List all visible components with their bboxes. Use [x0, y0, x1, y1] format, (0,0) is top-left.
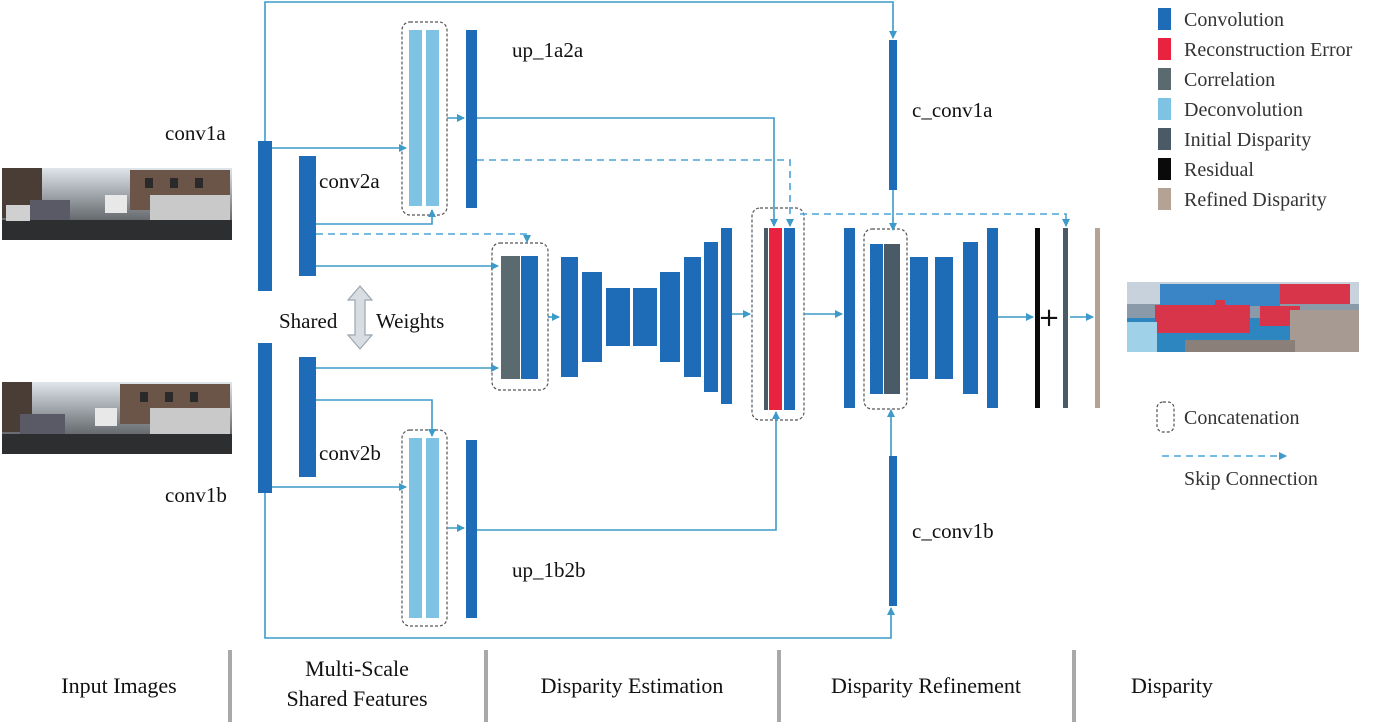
stage-bar: Input Images Multi-Scale Shared Features… [61, 650, 1213, 722]
label-up-1b2b: up_1b2b [512, 558, 586, 582]
legend-label-concatenation: Concatenation [1184, 407, 1300, 429]
stage-divider [777, 650, 781, 722]
legend: Convolution Reconstruction Error Correla… [1156, 8, 1353, 490]
deconv-bottom-2 [426, 438, 439, 618]
legend-swatch-reconstruction-error [1158, 38, 1171, 60]
label-conv1b: conv1b [165, 483, 227, 507]
refine-conv-2 [910, 257, 928, 379]
legend-swatch-correlation [1158, 68, 1171, 90]
stage-multiscale-line2: Shared Features [286, 686, 427, 711]
stage-divider [228, 650, 232, 722]
stage-input-images: Input Images [61, 673, 176, 698]
legend-label-skip-connection: Skip Connection [1184, 468, 1318, 490]
deconv-top-2 [426, 30, 439, 206]
legend-label-reconstruction-error: Reconstruction Error [1184, 39, 1353, 61]
label-conv2b: conv2b [319, 441, 381, 465]
conv1b-block [258, 343, 272, 493]
input-image-right [2, 382, 232, 454]
label-shared: Shared [279, 309, 338, 333]
label-conv1a: conv1a [165, 121, 226, 145]
legend-label-residual: Residual [1184, 159, 1254, 181]
up-1b2b-block [466, 440, 477, 618]
label-c-conv1a: c_conv1a [912, 98, 993, 122]
concat-box-deconv-top [401, 21, 448, 216]
refine-conv-5 [987, 228, 998, 408]
correlation-conv-block [521, 256, 538, 379]
label-weights: Weights [376, 309, 444, 333]
initial-disparity-thin [764, 228, 768, 410]
legend-label-deconvolution: Deconvolution [1184, 99, 1303, 121]
c-conv1b-block [889, 456, 897, 606]
legend-label-initial-disparity: Initial Disparity [1184, 129, 1311, 151]
legend-label-correlation: Correlation [1184, 69, 1275, 91]
conv2b-block [299, 357, 316, 477]
refine-conv-4 [963, 242, 978, 394]
refine-conv-3 [935, 257, 953, 379]
c-conv1a-block [889, 40, 897, 190]
deconv-bottom-1 [409, 438, 422, 618]
stage-divider [484, 650, 488, 722]
conv2a-block [299, 156, 316, 276]
label-up-1a2a: up_1a2a [512, 38, 584, 62]
concat-box-deconv-bottom [401, 429, 448, 627]
legend-label-convolution: Convolution [1184, 9, 1284, 31]
legend-swatch-convolution [1158, 8, 1171, 30]
legend-swatch-deconvolution [1158, 98, 1171, 120]
legend-swatch-residual [1158, 158, 1171, 180]
deconv-top-1 [409, 30, 422, 206]
skip-connections [316, 159, 1070, 243]
label-c-conv1b: c_conv1b [912, 519, 994, 543]
label-conv2a: conv2a [319, 169, 380, 193]
initial-disparity-block [1063, 228, 1068, 408]
reconstruction-error-block [769, 228, 782, 410]
stage-disparity-refinement: Disparity Refinement [831, 673, 1021, 698]
plus-sign: + [1038, 303, 1060, 333]
residual-block [1035, 228, 1040, 408]
stage-disparity-estimation: Disparity Estimation [541, 673, 724, 698]
refined-disparity-block [1095, 228, 1100, 408]
stage-divider [1072, 650, 1076, 722]
stage-disparity: Disparity [1131, 673, 1213, 698]
input-image-left [2, 168, 232, 240]
up-1a2a-block [466, 30, 477, 208]
refine-concat-disparity [884, 244, 900, 394]
correlation-block [501, 256, 520, 379]
concat-box-refinement [863, 228, 908, 410]
refine-conv-1 [844, 228, 855, 408]
legend-swatch-initial-disparity [1158, 128, 1171, 150]
shared-weights-arrow-icon [346, 285, 374, 350]
legend-swatch-refined-disparity [1158, 188, 1171, 210]
flow-arrows [264, 1, 1094, 639]
hourglass-blocks [561, 228, 732, 404]
refine-concat-conv [870, 244, 883, 394]
conv1a-block [258, 141, 272, 291]
legend-concat-icon [1156, 401, 1175, 433]
output-disparity-map [1127, 282, 1359, 352]
stage-multiscale-line1: Multi-Scale [305, 656, 409, 681]
legend-label-refined-disparity: Refined Disparity [1184, 189, 1327, 211]
reconstruction-conv-block [784, 228, 795, 410]
